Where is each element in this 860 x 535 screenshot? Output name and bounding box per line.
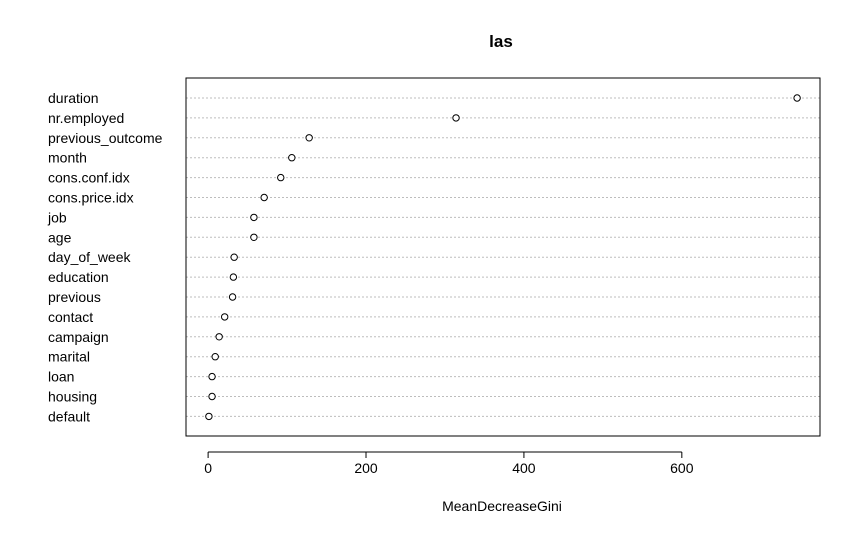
- data-point: [288, 154, 296, 162]
- category-label: default: [48, 408, 90, 424]
- data-point: [215, 333, 223, 341]
- category-label: previous: [48, 289, 101, 305]
- category-label: age: [48, 229, 72, 245]
- x-tick-label: 400: [512, 460, 536, 476]
- category-label: loan: [48, 369, 74, 385]
- x-axis-title: MeanDecreaseGini: [442, 498, 562, 514]
- category-label: contact: [48, 309, 93, 325]
- x-tick-label: 200: [354, 460, 378, 476]
- plot-area: [185, 77, 821, 437]
- data-point: [260, 193, 268, 202]
- category-labels: duration nr.employed previous_outcomemonth…: [47, 90, 163, 424]
- category-label: cons.conf.idx: [48, 170, 130, 186]
- x-axis: 0 200 400 600: [204, 451, 694, 476]
- data-point: [228, 293, 237, 301]
- data-point: [229, 273, 238, 281]
- data-point: [220, 313, 229, 321]
- category-label: nr.employed: [48, 110, 124, 126]
- data-point: [305, 134, 313, 142]
- data-point: [452, 114, 460, 122]
- category-label: duration: [48, 90, 99, 106]
- data-point: [205, 412, 213, 421]
- category-label: day_of_week: [48, 249, 132, 265]
- data-point: [250, 233, 258, 242]
- category-label: housing: [48, 389, 97, 405]
- chart-title: las: [489, 32, 513, 51]
- x-tick-label: 600: [670, 460, 694, 476]
- category-label: campaign: [48, 329, 109, 345]
- data-point: [793, 94, 801, 102]
- data-point: [211, 353, 219, 361]
- data-points: [205, 94, 801, 421]
- data-point: [277, 173, 285, 182]
- data-point: [250, 213, 258, 222]
- data-point: [208, 372, 216, 381]
- category-label: education: [48, 269, 109, 285]
- data-point: [230, 253, 238, 261]
- category-label: month: [48, 150, 87, 166]
- grid-lines: [186, 97, 820, 417]
- category-label: previous_outcome: [48, 130, 163, 146]
- x-tick-label: 0: [204, 460, 212, 476]
- category-label: job: [47, 209, 67, 225]
- category-label: cons.price.idx: [48, 190, 134, 206]
- category-label: marital: [48, 349, 90, 365]
- data-point: [208, 392, 216, 401]
